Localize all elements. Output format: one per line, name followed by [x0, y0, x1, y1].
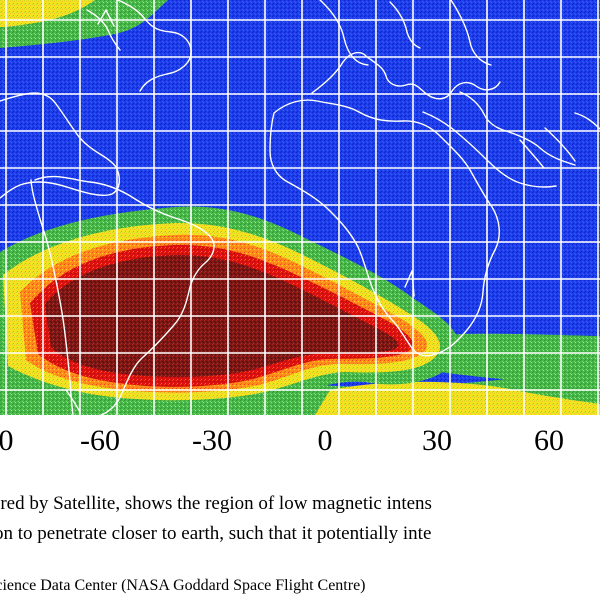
southeast-green-band: [430, 333, 600, 383]
map-grid: [0, 0, 600, 415]
map-svg: [0, 0, 600, 415]
longitude-tick-minus-60: -60: [80, 424, 120, 457]
longitude-tick-30: 30: [422, 424, 452, 457]
source-credit: T Science Data Center (NASA Goddard Spac…: [0, 577, 366, 594]
europe-coast: [311, 51, 501, 100]
longitude-tick-0: 0: [0, 424, 14, 457]
caption-line-2: ation to penetrate closer to earth, such…: [0, 523, 432, 544]
longitude-tick-minus-30: -30: [192, 424, 232, 457]
africa-coast: [269, 99, 500, 357]
longitude-tick-zero: 0: [317, 424, 333, 457]
south-america-coast: [34, 175, 215, 415]
coastlines: [0, 0, 600, 415]
longitude-tick-60: 60: [534, 424, 564, 457]
caption-line-1: asured by Satellite, shows the region of…: [0, 493, 432, 514]
satellite-map-figure: [0, 0, 600, 415]
